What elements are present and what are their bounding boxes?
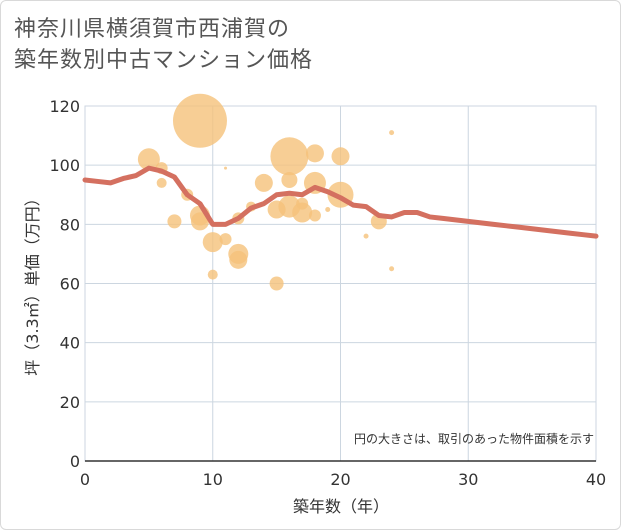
bubble-point <box>331 147 350 166</box>
y-tick-label: 20 <box>60 393 80 412</box>
y-tick-label: 40 <box>60 334 80 353</box>
bubble-point <box>156 177 167 188</box>
bubble-point <box>219 233 232 246</box>
axes: 0 20 40 60 80 100 120 0 10 20 30 40 <box>49 97 606 489</box>
x-axis-label: 築年数（年） <box>293 497 389 516</box>
title-line-1: 神奈川県横須賀市西浦賀の <box>14 17 291 42</box>
bubble-point <box>190 212 209 231</box>
y-tick-label: 100 <box>49 156 80 175</box>
title-line-2: 築年数別中古マンション価格 <box>14 48 314 73</box>
bubble-point <box>270 137 309 176</box>
bubble-point <box>229 250 248 269</box>
trend-line-group <box>82 165 599 239</box>
x-tick-label: 40 <box>586 470 606 489</box>
y-tick-label: 60 <box>60 275 80 294</box>
bubble-point <box>296 197 309 210</box>
bubble-point <box>389 266 395 272</box>
bubble-point <box>202 232 223 253</box>
bubble-point <box>207 269 218 280</box>
bubble-point <box>167 214 182 229</box>
y-tick-label: 80 <box>60 215 80 234</box>
bubble-point <box>269 276 284 291</box>
chart-title: 神奈川県横須賀市西浦賀の 築年数別中古マンション価格 <box>14 14 434 76</box>
bubble-point <box>137 148 160 171</box>
trend-line <box>82 165 599 239</box>
size-note: 円の大きさは、取引のあった物件面積を示す <box>354 431 594 446</box>
bubble-point <box>254 173 273 192</box>
y-tick-label: 120 <box>49 97 80 116</box>
bubble-point <box>305 144 324 163</box>
y-axis-label: 坪（3.3㎡）単価（万円） <box>23 190 42 375</box>
bubble-point <box>389 130 395 136</box>
bubble-point <box>281 171 298 188</box>
x-tick-label: 0 <box>80 470 90 489</box>
bubble-point <box>292 202 313 223</box>
bubble-point <box>308 209 321 222</box>
bubble-point <box>363 233 369 239</box>
bubble-series <box>137 93 395 291</box>
bubble-point <box>224 166 228 170</box>
x-tick-label: 20 <box>330 470 350 489</box>
bubble-point <box>325 207 331 213</box>
x-tick-label: 30 <box>458 470 478 489</box>
bubble-point <box>172 93 227 148</box>
x-tick-label: 10 <box>203 470 223 489</box>
y-tick-label: 0 <box>70 452 80 471</box>
